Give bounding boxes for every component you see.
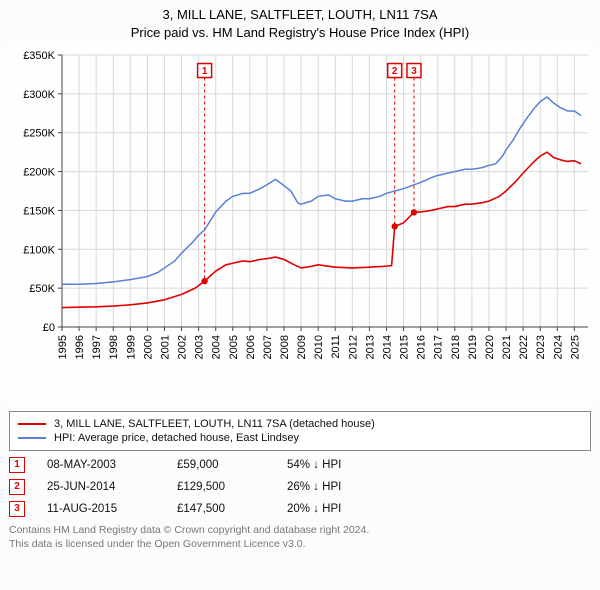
svg-text:£300K: £300K	[23, 89, 55, 101]
line-chart-svg: £0 £50K £100K £150K £200K £250K £300K £350K 1995…	[6, 45, 594, 405]
chart-area: £0 £50K £100K £150K £200K £250K £300K £350K 1995…	[6, 45, 594, 405]
event-pct-1: 54% ↓ HPI	[287, 459, 341, 471]
svg-text:1: 1	[202, 66, 208, 77]
event-date-2: 25-JUN-2014	[47, 481, 177, 493]
chart-container: 3, MILL LANE, SALTFLEET, LOUTH, LN11 7SA…	[0, 0, 600, 559]
svg-text:2012: 2012	[347, 335, 359, 359]
svg-text:2025: 2025	[569, 335, 581, 359]
svg-text:1998: 1998	[108, 335, 120, 359]
svg-text:£50K: £50K	[29, 283, 55, 295]
svg-text:£350K: £350K	[23, 50, 55, 62]
svg-text:2021: 2021	[501, 335, 513, 359]
legend-swatch-hpi	[18, 437, 46, 439]
svg-text:2017: 2017	[433, 335, 445, 359]
event-pct-3: 20% ↓ HPI	[287, 503, 341, 515]
legend-row-property: 3, MILL LANE, SALTFLEET, LOUTH, LN11 7SA…	[18, 418, 582, 430]
svg-text:2002: 2002	[177, 335, 189, 359]
event-marker-1: 1	[9, 457, 25, 473]
legend-label-property: 3, MILL LANE, SALTFLEET, LOUTH, LN11 7SA…	[54, 418, 375, 430]
svg-text:2000: 2000	[142, 335, 154, 359]
svg-text:2013: 2013	[364, 335, 376, 359]
svg-text:2: 2	[392, 66, 398, 77]
event-date-3: 11-AUG-2015	[47, 503, 177, 515]
svg-text:2011: 2011	[330, 335, 342, 359]
svg-text:1996: 1996	[74, 335, 86, 359]
attribution-line-1: Contains HM Land Registry data © Crown c…	[9, 523, 591, 537]
legend-row-hpi: HPI: Average price, detached house, East…	[18, 432, 582, 444]
svg-text:2006: 2006	[245, 335, 257, 359]
svg-text:2023: 2023	[535, 335, 547, 359]
legend-label-hpi: HPI: Average price, detached house, East…	[54, 432, 299, 444]
svg-text:2005: 2005	[228, 335, 240, 359]
svg-text:2001: 2001	[159, 335, 171, 359]
svg-text:£250K: £250K	[23, 128, 55, 140]
svg-text:2020: 2020	[484, 335, 496, 359]
svg-text:1999: 1999	[125, 335, 137, 359]
legend-swatch-property	[18, 423, 46, 425]
svg-text:2015: 2015	[399, 335, 411, 359]
legend-box: 3, MILL LANE, SALTFLEET, LOUTH, LN11 7SA…	[9, 411, 591, 451]
svg-text:3: 3	[411, 66, 417, 77]
events-list: 1 08-MAY-2003 £59,000 54% ↓ HPI 2 25-JUN…	[9, 457, 591, 517]
titles: 3, MILL LANE, SALTFLEET, LOUTH, LN11 7SA…	[6, 6, 594, 41]
event-marker-3: 3	[9, 501, 25, 517]
event-date-1: 08-MAY-2003	[47, 459, 177, 471]
svg-text:2019: 2019	[467, 335, 479, 359]
svg-text:£150K: £150K	[23, 206, 55, 218]
event-row-2: 2 25-JUN-2014 £129,500 26% ↓ HPI	[9, 479, 591, 495]
event-price-1: £59,000	[177, 459, 287, 471]
svg-text:2008: 2008	[279, 335, 291, 359]
svg-text:2024: 2024	[552, 335, 564, 359]
attribution: Contains HM Land Registry data © Crown c…	[9, 523, 591, 551]
svg-text:2014: 2014	[381, 335, 393, 359]
event-marker-2: 2	[9, 479, 25, 495]
svg-text:£200K: £200K	[23, 167, 55, 179]
svg-text:2010: 2010	[313, 335, 325, 359]
event-row-1: 1 08-MAY-2003 £59,000 54% ↓ HPI	[9, 457, 591, 473]
svg-text:2022: 2022	[518, 335, 530, 359]
event-pct-2: 26% ↓ HPI	[287, 481, 341, 493]
event-price-3: £147,500	[177, 503, 287, 515]
svg-text:2009: 2009	[296, 335, 308, 359]
svg-text:2003: 2003	[194, 335, 206, 359]
svg-text:£100K: £100K	[23, 244, 55, 256]
svg-text:2016: 2016	[416, 335, 428, 359]
event-price-2: £129,500	[177, 481, 287, 493]
event-row-3: 3 11-AUG-2015 £147,500 20% ↓ HPI	[9, 501, 591, 517]
attribution-line-2: This data is licensed under the Open Gov…	[9, 537, 591, 551]
svg-text:2004: 2004	[211, 335, 223, 359]
svg-text:2007: 2007	[262, 335, 274, 359]
svg-text:£0: £0	[43, 322, 55, 334]
title-address: 3, MILL LANE, SALTFLEET, LOUTH, LN11 7SA	[6, 6, 594, 24]
svg-text:2018: 2018	[450, 335, 462, 359]
title-subtitle: Price paid vs. HM Land Registry's House …	[6, 24, 594, 42]
svg-text:1995: 1995	[57, 335, 69, 359]
svg-text:1997: 1997	[91, 335, 103, 359]
